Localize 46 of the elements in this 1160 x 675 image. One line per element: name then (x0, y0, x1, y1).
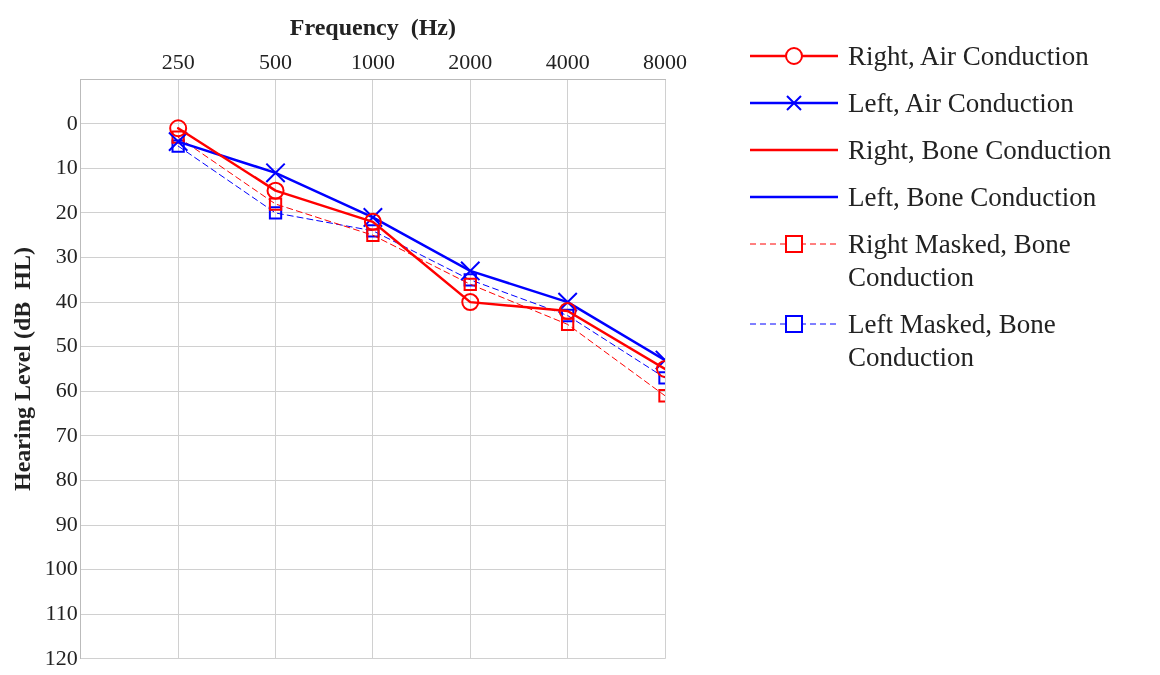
point (167, 131, 189, 152)
x-axis-title: Frequency (Hz) (289, 13, 456, 40)
y-tick-label: 30 (55, 243, 78, 269)
point (560, 317, 575, 332)
legend-label: Left, Air Conduction (848, 87, 1074, 120)
y-tick-label: 60 (55, 377, 78, 403)
x-tick-label: 250 (161, 48, 195, 74)
point (266, 181, 285, 200)
legend-label: Right Masked, Bone Conduction (848, 228, 1072, 294)
legend-label: Right, Bone Conduction (848, 134, 1112, 167)
y-tick-label: 0 (66, 109, 78, 135)
point (268, 206, 283, 220)
y-tick-label: 50 (55, 332, 78, 358)
point (362, 207, 384, 228)
point (363, 212, 382, 231)
legend-label: Left, Bone Conduction (848, 181, 1097, 214)
x-tick-label: 8000 (643, 48, 687, 74)
y-tick-label: 70 (55, 421, 78, 447)
legend-label: Left Masked, Bone Conduction (848, 308, 1057, 374)
point (366, 224, 380, 238)
legend-label: Right, Air Conduction (848, 40, 1089, 73)
point (366, 228, 380, 242)
y-tick-label: 20 (55, 198, 78, 224)
y-tick-label: 120 (44, 644, 78, 670)
point (460, 260, 481, 282)
point (171, 130, 185, 144)
x-tick-label: 2000 (448, 48, 493, 74)
y-tick-label: 40 (55, 287, 78, 313)
x-tick-label: 1000 (350, 48, 395, 74)
point (171, 139, 185, 153)
point (461, 293, 480, 312)
y-tick-label: 100 (44, 555, 78, 581)
point (265, 162, 286, 184)
x-tick-label: 4000 (545, 48, 590, 74)
point (463, 273, 477, 287)
y-tick-label: 10 (55, 154, 78, 180)
x-tick-label: 500 (259, 48, 293, 74)
point (558, 302, 577, 321)
y-tick-label: 110 (45, 600, 78, 625)
point (560, 308, 575, 323)
y-tick-label: 90 (55, 510, 78, 536)
point (463, 277, 477, 291)
y-axis-title: Hearing Level (dB HL) (8, 247, 35, 491)
y-tick-label: 80 (55, 466, 78, 492)
point (169, 119, 188, 138)
point (268, 197, 283, 211)
